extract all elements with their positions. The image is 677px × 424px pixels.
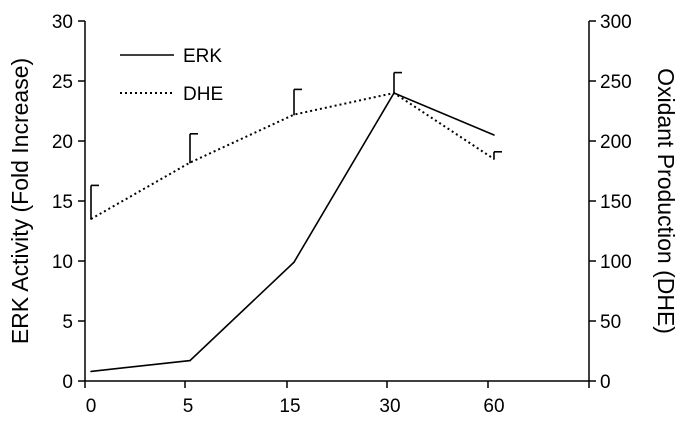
legend: ERK DHE: [120, 46, 223, 105]
right-y-axis-ticks: 0 50 100 150 200 250 300: [589, 12, 632, 393]
left-y-axis-title: ERK Activity (Fold Increase): [7, 58, 33, 344]
right-tick-label: 150: [600, 192, 632, 213]
series-erk-line: [90, 91, 495, 373]
right-tick-label: 50: [600, 312, 621, 333]
series-layer: [90, 71, 502, 373]
left-tick-label: 15: [52, 192, 73, 213]
right-tick-label: 200: [600, 132, 632, 153]
x-tick-label: 0: [86, 396, 97, 417]
legend-erk-label: ERK: [183, 46, 222, 67]
series-erk: [90, 91, 495, 373]
right-tick-label: 0: [600, 372, 611, 393]
right-y-axis-title: Oxidant Production (DHE): [653, 68, 677, 334]
left-y-axis-ticks: 0 5 10 15 20 25 30: [52, 12, 85, 393]
series-dhe: [90, 71, 502, 220]
left-tick-label: 30: [52, 12, 73, 33]
x-tick-label: 60: [483, 396, 504, 417]
right-tick-label: 100: [600, 252, 632, 273]
x-tick-label: 30: [379, 396, 400, 417]
x-tick-label: 5: [183, 396, 194, 417]
x-tick-label: 15: [279, 396, 300, 417]
series-erk-point: [493, 134, 495, 136]
legend-dhe-label: DHE: [183, 84, 223, 105]
series-erk-point: [189, 359, 191, 362]
series-dhe-line: [90, 91, 495, 220]
series-erk-point: [90, 370, 92, 373]
series-erk-point: [293, 261, 295, 264]
left-tick-label: 5: [62, 312, 73, 333]
left-tick-label: 20: [52, 132, 73, 153]
left-tick-label: 10: [52, 252, 73, 273]
right-tick-label: 250: [600, 72, 632, 93]
left-tick-label: 25: [52, 72, 73, 93]
plot-frame: [84, 21, 590, 382]
right-tick-label: 300: [600, 12, 632, 33]
x-axis-ticks: 0 5 15 30 60: [84, 381, 590, 417]
left-tick-label: 0: [62, 372, 73, 393]
